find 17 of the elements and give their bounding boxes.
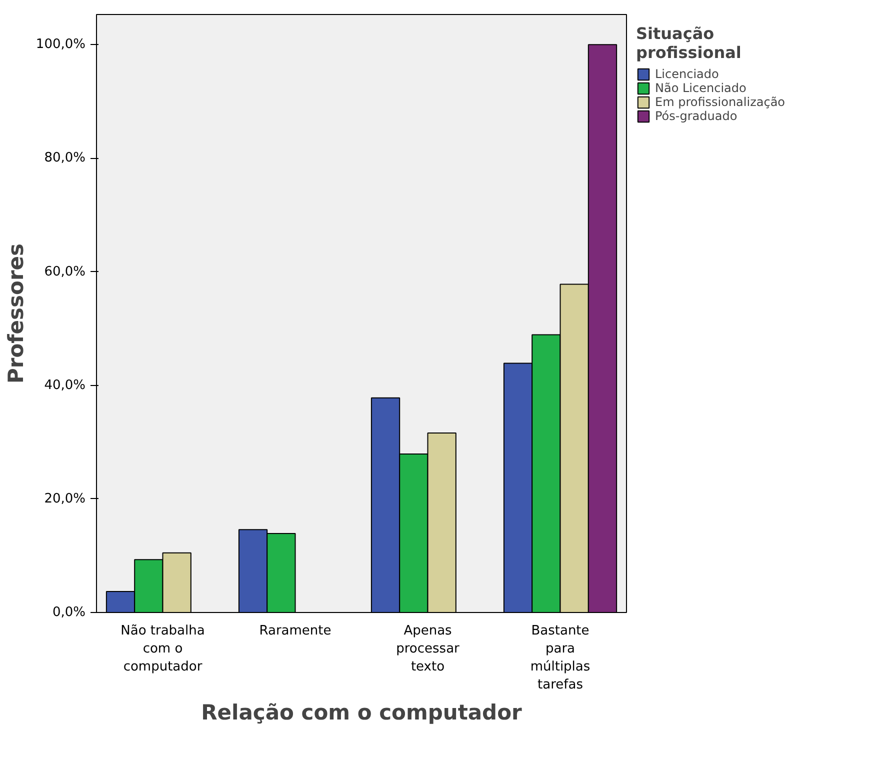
- legend-title: Situação profissional: [636, 24, 742, 62]
- y-tick-label: 40,0%: [44, 378, 86, 393]
- legend-label: Pós-graduado: [655, 109, 738, 123]
- legend-label: Não Licenciado: [655, 81, 746, 95]
- y-axis-title: Professores: [4, 243, 28, 384]
- y-tick-label: 60,0%: [44, 264, 86, 280]
- y-tick-label: 20,0%: [44, 491, 86, 506]
- legend-label: Licenciado: [655, 67, 719, 81]
- y-tick-label: 80,0%: [44, 150, 86, 166]
- x-tick-label: Não trabalha com o computador: [120, 624, 205, 674]
- y-tick-label: 100,0%: [36, 37, 86, 52]
- x-tick-label: Apenas processar texto: [396, 624, 460, 674]
- x-axis-title: Relação com o computador: [201, 700, 522, 724]
- y-tick-label: 0,0%: [52, 605, 86, 620]
- x-tick-label: Bastante para múltiplas tarefas: [530, 624, 590, 692]
- legend-label: Em profissionalização: [655, 95, 786, 109]
- x-tick-label: Raramente: [259, 624, 332, 638]
